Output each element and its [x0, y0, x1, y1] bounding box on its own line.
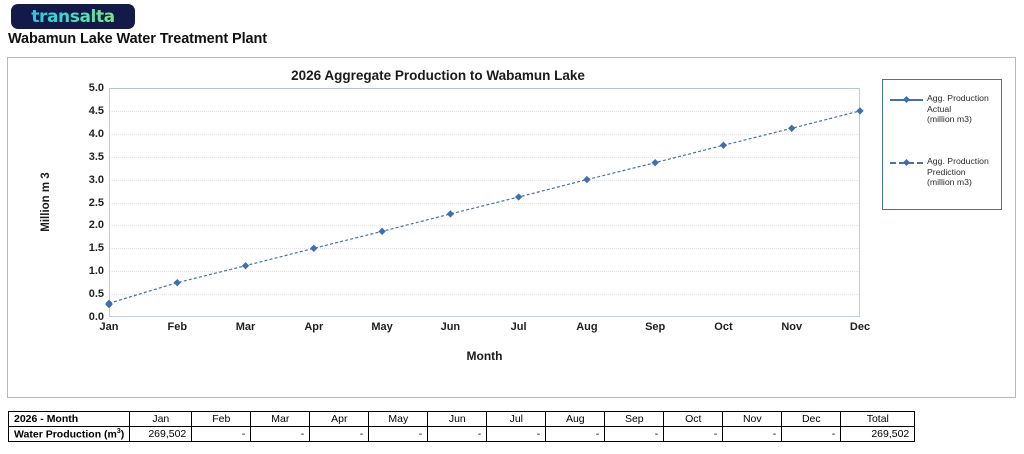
legend-label-actual: Agg. Production Actual (million m3) [927, 93, 989, 125]
table-col-header: Jan [129, 411, 193, 427]
data-point-marker [514, 193, 523, 201]
gridline [110, 271, 859, 273]
y-tick-label: 3.0 [88, 173, 104, 186]
table-cell-value: - [486, 426, 547, 442]
table-cell-value: - [663, 426, 724, 442]
legend-item-prediction[interactable]: Agg. Production Prediction (million m3) [890, 156, 998, 188]
data-point-marker [310, 244, 318, 252]
table-cell-value: - [368, 426, 429, 442]
gridline [110, 294, 859, 296]
y-axis-label: Million m 3 [40, 172, 52, 232]
x-axis-label: Month [466, 349, 503, 363]
chart-title: 2026 Aggregate Production to Wabamun Lak… [291, 68, 585, 83]
table-row-header: 2026 - Month Jan Feb Mar Apr May Jun Jul Aug Sep… [7, 411, 916, 427]
table-col-header: Apr [309, 411, 370, 427]
table-col-header: Jul [486, 411, 547, 427]
table-col-header: Dec [781, 411, 842, 427]
table-row-values: Water Production (m3) 269,502- - - - - - - - - - -… [7, 426, 916, 442]
x-tick-label: Apr [304, 321, 324, 333]
x-axis-ticks: Jan Feb Mar Apr May Jun Jul Aug Sep Oct Nov Dec [100, 321, 871, 337]
data-point-marker [105, 299, 113, 307]
table-cell-value: 269,502 [129, 426, 193, 442]
data-point-marker [241, 262, 250, 270]
legend-label-prediction: Agg. Production Prediction (million m3) [927, 156, 989, 188]
x-tick-label: Jul [510, 321, 527, 333]
table-cell-value: - [722, 426, 783, 442]
data-point-marker [378, 227, 386, 236]
table-col-header: Aug [545, 411, 606, 427]
logo-wordmark: transalta [31, 6, 115, 27]
x-tick-label: Mar [235, 321, 256, 333]
table-row-label-month: 2026 - Month [7, 411, 131, 427]
plot-area [109, 88, 860, 317]
table-col-header: Oct [663, 411, 724, 427]
table-col-header: Nov [722, 411, 783, 427]
y-tick-label: 1.0 [88, 265, 104, 278]
gridline [110, 225, 859, 227]
y-tick-label: 2.5 [88, 196, 104, 209]
chart-panel: 2026 Aggregate Production to Wabamun Lak… [7, 57, 1016, 398]
data-point-marker [651, 158, 659, 167]
y-tick-label: 3.5 [88, 150, 104, 163]
table-cell-value: - [604, 426, 665, 442]
series-overlay [105, 107, 864, 309]
table-col-header: Mar [250, 411, 311, 427]
x-tick-label: Aug [576, 321, 598, 333]
table-cell-value: - [545, 426, 606, 442]
table-col-header: Jun [427, 411, 488, 427]
y-tick-label: 4.5 [88, 104, 104, 117]
table-col-header: Sep [604, 411, 665, 427]
x-tick-label: Jan [99, 321, 119, 333]
table-cell-value: - [309, 426, 370, 442]
data-point-marker [856, 107, 864, 115]
gridline [110, 133, 859, 135]
x-tick-label: Sep [645, 321, 666, 333]
x-tick-label: Jun [440, 321, 461, 333]
page-title: Wabamun Lake Water Treatment Plant [8, 31, 268, 47]
data-point-marker [788, 124, 796, 132]
gridline [110, 179, 859, 181]
x-tick-label: May [371, 321, 393, 333]
water-production-table: 2026 - Month Jan Feb Mar Apr May Jun Jul Aug Sep… [7, 411, 916, 442]
data-point-marker [446, 210, 455, 218]
y-tick-label: 2.0 [88, 219, 104, 232]
chart-legend: Agg. Production Actual (million m3) Agg.… [882, 79, 1002, 210]
table-cell-value: - [250, 426, 311, 442]
legend-line-icon-prediction [890, 158, 923, 168]
y-tick-label: 5.0 [88, 82, 104, 94]
x-tick-label: Oct [714, 321, 733, 333]
x-tick-label: Feb [167, 321, 188, 333]
table-cell-value: 269,502 [840, 426, 916, 442]
data-point-marker [173, 278, 181, 287]
y-tick-label: 0.0 [88, 311, 104, 323]
gridline [110, 202, 859, 204]
table-col-header: May [368, 411, 429, 427]
table-cell-value: - [781, 426, 842, 442]
table-cell-value: - [427, 426, 488, 442]
data-point-marker [583, 175, 591, 184]
x-tick-label: Dec [849, 321, 871, 333]
y-tick-label: 1.5 [88, 242, 104, 255]
y-tick-label: 0.5 [88, 288, 104, 301]
series-line-1 [108, 110, 861, 304]
legend-item-actual[interactable]: Agg. Production Actual (million m3) [890, 93, 998, 125]
x-tick-label: Nov [781, 321, 803, 333]
table-col-header: Feb [191, 411, 252, 427]
table-row-label-production: Water Production (m3) [7, 426, 131, 442]
gridline [110, 110, 859, 112]
data-point-marker [719, 141, 728, 149]
y-axis-ticks: 0.0 0.5 1.0 1.5 2.0 2.5 3.0 3.5 4.0 4.5 5.0 [60, 82, 104, 323]
transalta-logo: transalta [11, 4, 135, 29]
gridline [110, 156, 859, 158]
table-col-header: Total [840, 411, 916, 427]
y-tick-label: 4.0 [88, 127, 104, 140]
page-header: transalta Wabamun Lake Water Treatment P… [0, 0, 1024, 52]
legend-line-icon-actual [890, 95, 923, 105]
table-cell-value: - [191, 426, 252, 442]
gridline [110, 248, 859, 250]
